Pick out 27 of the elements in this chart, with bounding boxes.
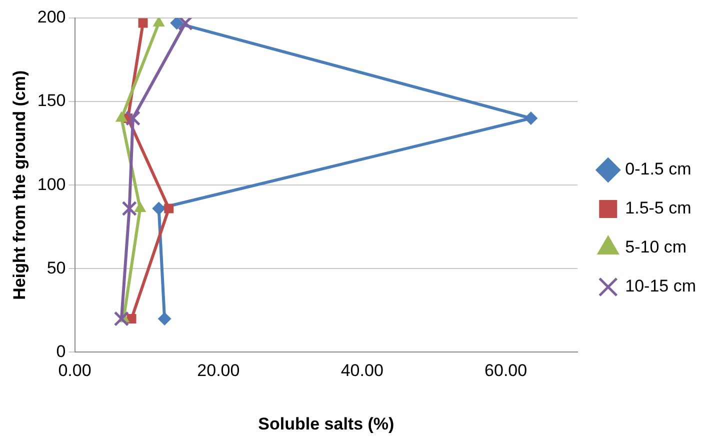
legend-label: 5-10 cm [625,238,687,257]
point [125,110,141,126]
x-tick-label: 0.00 [58,361,92,380]
y-tick-label: 150 [37,91,66,110]
x-axis-title: Soluble salts (%) [258,414,394,434]
point [138,18,148,28]
x-tick-label: 60.00 [484,361,528,380]
point [114,311,130,326]
x-tick-label: 40.00 [340,361,384,380]
y-tick-label: 200 [37,8,66,27]
point [153,18,165,27]
legend-label: 1.5-5 cm [625,198,692,218]
y-tick-label: 50 [46,258,66,278]
y-axis-title: Height from the ground (cm) [10,70,29,300]
point [170,18,184,30]
point [158,312,172,326]
point [126,314,136,324]
y-tick-label: 0 [56,342,66,361]
point [524,112,538,125]
point [122,200,137,216]
legend-label: 10-15 cm [625,276,696,296]
y-tick-label: 100 [37,174,66,194]
x-tick-label: 20.00 [197,361,240,380]
point [178,18,194,31]
point [164,204,174,214]
point [152,202,166,215]
legend-label: 0-1.5 cm [625,160,692,179]
